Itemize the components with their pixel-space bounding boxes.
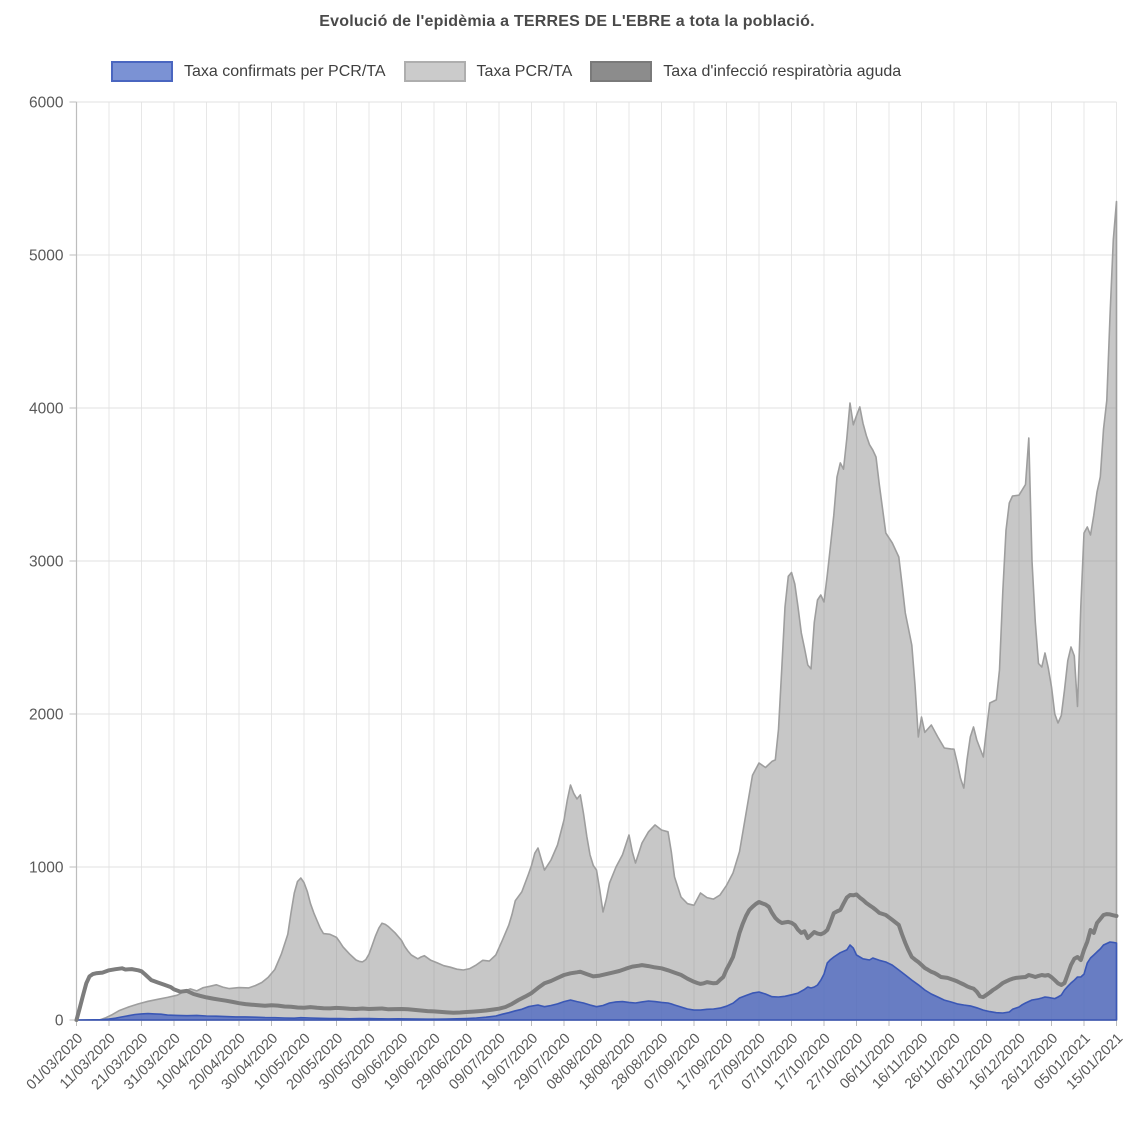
legend-swatch-blue-icon [111,61,173,82]
chart-legend: Taxa confirmats per PCR/TA Taxa PCR/TA T… [111,61,919,82]
legend-label-taxa-pcr: Taxa PCR/TA [476,62,573,80]
y-axis-label: 4000 [29,401,64,418]
series-area-taxa-confirmats [75,941,1118,1021]
y-axis-label: 3000 [29,554,64,571]
chart-title: Evolució de l'epidèmia a TERRES DE L'EBR… [319,13,815,30]
series-line-taxa-infeccio [74,892,1119,1022]
y-axis-label: 2000 [29,707,64,724]
legend-label-taxa-infeccio: Taxa d'infecció respiratòria aguda [663,62,902,80]
y-axis-label: 0 [55,1013,64,1030]
legend-label-taxa-confirmats: Taxa confirmats per PCR/TA [184,62,386,80]
legend-item-taxa-pcr[interactable]: Taxa PCR/TA [403,61,573,82]
y-axis-label: 1000 [29,860,64,877]
y-axis-label: 5000 [29,248,64,265]
legend-item-taxa-infeccio[interactable]: Taxa d'infecció respiratòria aguda [590,61,901,82]
y-axis-label: 6000 [29,95,64,112]
legend-swatch-darkgray-icon [590,61,653,82]
series-area-taxa-pcr [75,200,1118,1021]
legend-item-taxa-confirmats[interactable]: Taxa confirmats per PCR/TA [111,61,386,82]
legend-swatch-lightgray-icon [403,61,466,82]
